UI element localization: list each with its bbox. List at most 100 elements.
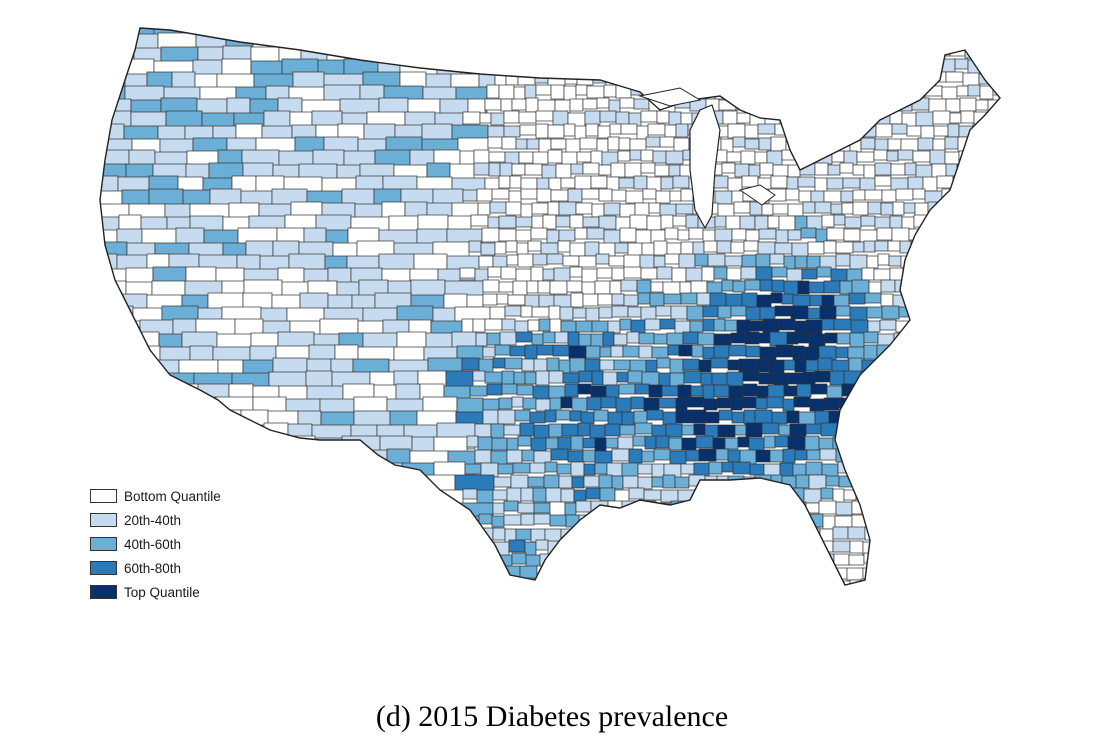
county-cell xyxy=(958,202,971,217)
county-cell xyxy=(426,579,465,585)
county-cell xyxy=(981,579,999,585)
county-cell xyxy=(590,385,607,398)
county-cell xyxy=(919,72,936,87)
county-cell xyxy=(542,268,555,281)
county-cell xyxy=(607,136,620,151)
county-cell xyxy=(873,268,891,281)
county-cell xyxy=(570,292,584,308)
county-cell xyxy=(713,73,726,86)
county-cell xyxy=(976,475,991,489)
county-cell xyxy=(878,594,894,606)
county-cell xyxy=(627,370,643,384)
county-cell xyxy=(839,411,852,426)
county-cell xyxy=(874,474,891,488)
county-cell xyxy=(880,33,899,48)
county-cell xyxy=(664,253,680,265)
county-cell xyxy=(936,320,955,332)
county-cell xyxy=(937,450,952,466)
county-cell xyxy=(795,474,810,489)
county-cell xyxy=(907,86,926,99)
county-cell xyxy=(608,566,626,579)
county-cell xyxy=(765,85,782,97)
legend-label: 20th-40th xyxy=(124,512,182,528)
county-cell xyxy=(766,28,782,35)
county-cell xyxy=(889,448,903,462)
county-cell xyxy=(802,371,816,386)
county-cell xyxy=(876,448,891,464)
county-cell xyxy=(874,175,892,187)
county-cell xyxy=(945,98,961,113)
county-cell xyxy=(569,214,584,229)
county-cell xyxy=(586,396,602,411)
county-cell xyxy=(797,280,810,295)
county-cell xyxy=(371,579,398,585)
county-cell xyxy=(462,488,478,500)
county-cell xyxy=(591,370,604,386)
county-cell xyxy=(580,578,594,585)
county-cell xyxy=(1001,385,1018,396)
county-cell xyxy=(693,553,710,568)
county-cell xyxy=(608,255,625,267)
county-cell xyxy=(545,437,559,450)
county-cell xyxy=(879,528,896,544)
county-cell xyxy=(590,594,607,606)
county-cell xyxy=(724,255,743,267)
county-cell xyxy=(385,500,418,523)
county-cell xyxy=(748,164,761,178)
county-cell xyxy=(1005,74,1020,84)
county-cell xyxy=(744,138,760,150)
county-cell xyxy=(624,567,642,583)
county-cell xyxy=(796,28,809,35)
county-cell xyxy=(646,215,662,231)
county-cell xyxy=(878,540,894,553)
county-cell xyxy=(819,47,836,62)
county-cell xyxy=(524,344,538,360)
county-cell xyxy=(767,215,780,229)
county-cell xyxy=(481,47,494,61)
county-cell xyxy=(601,33,617,49)
county-cell xyxy=(511,28,527,36)
county-cell xyxy=(581,281,596,296)
county-cell xyxy=(749,320,764,332)
county-cell xyxy=(755,253,771,268)
county-cell xyxy=(752,28,768,33)
county-cell xyxy=(721,162,736,174)
county-cell xyxy=(487,136,503,149)
county-cell xyxy=(614,242,629,254)
county-cell xyxy=(562,255,580,267)
county-cell xyxy=(778,215,796,231)
county-cell xyxy=(984,242,1000,256)
county-cell xyxy=(1002,165,1019,176)
county-cell xyxy=(908,47,921,63)
county-cell xyxy=(789,579,805,585)
county-cell xyxy=(867,201,882,215)
county-cell xyxy=(787,229,802,241)
county-cell xyxy=(1009,423,1025,434)
county-cell xyxy=(518,578,532,585)
county-cell xyxy=(830,203,843,215)
county-cell xyxy=(634,202,650,217)
county-cell xyxy=(521,358,535,372)
county-cell xyxy=(556,463,572,475)
county-cell xyxy=(715,593,730,605)
county-cell xyxy=(696,292,711,306)
county-cell xyxy=(643,33,661,48)
county-cell xyxy=(881,305,900,320)
county-cell xyxy=(737,58,754,73)
county-cell xyxy=(986,138,1000,151)
county-cell xyxy=(497,463,514,475)
county-cell xyxy=(360,489,401,511)
county-cell xyxy=(918,423,933,439)
county-cell xyxy=(977,255,995,268)
county-cell xyxy=(769,331,788,347)
county-cell xyxy=(798,190,812,203)
county-cell xyxy=(503,125,521,138)
county-cell xyxy=(713,175,729,189)
county-cell xyxy=(498,175,511,189)
county-cell xyxy=(727,449,741,463)
county-cell xyxy=(672,175,690,189)
county-cell xyxy=(915,553,930,565)
county-cell xyxy=(689,320,704,333)
county-cell xyxy=(554,331,569,344)
county-cell xyxy=(1006,477,1018,491)
